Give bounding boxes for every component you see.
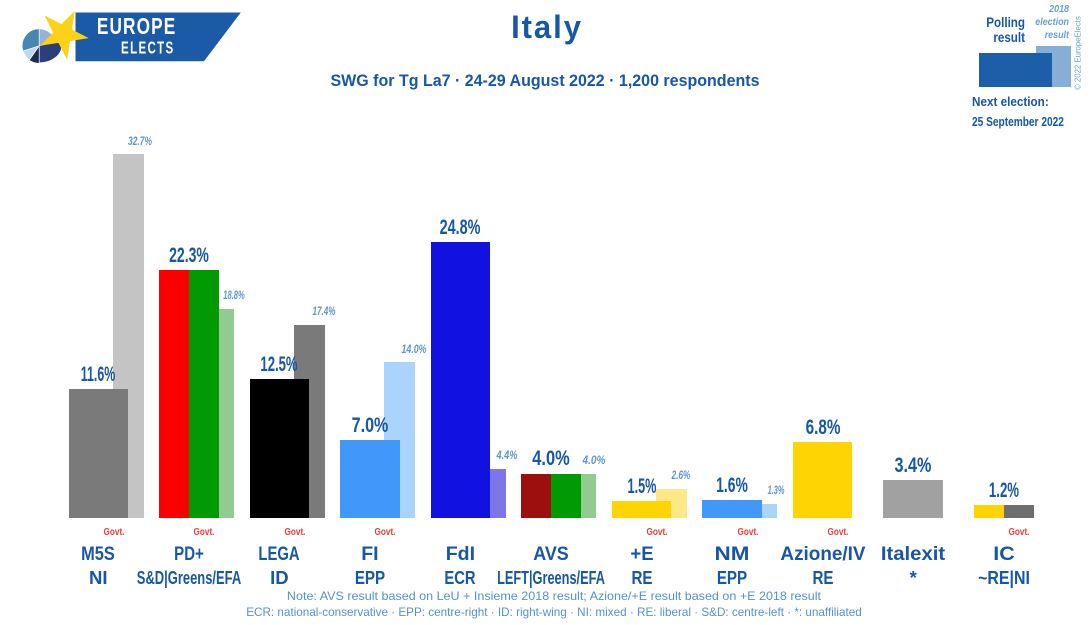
- svg-text:© 2022 EuropeElects: © 2022 EuropeElects: [1074, 16, 1083, 90]
- svg-text:ELECTS: ELECTS: [121, 39, 174, 58]
- svg-text:EUROPE: EUROPE: [97, 15, 177, 40]
